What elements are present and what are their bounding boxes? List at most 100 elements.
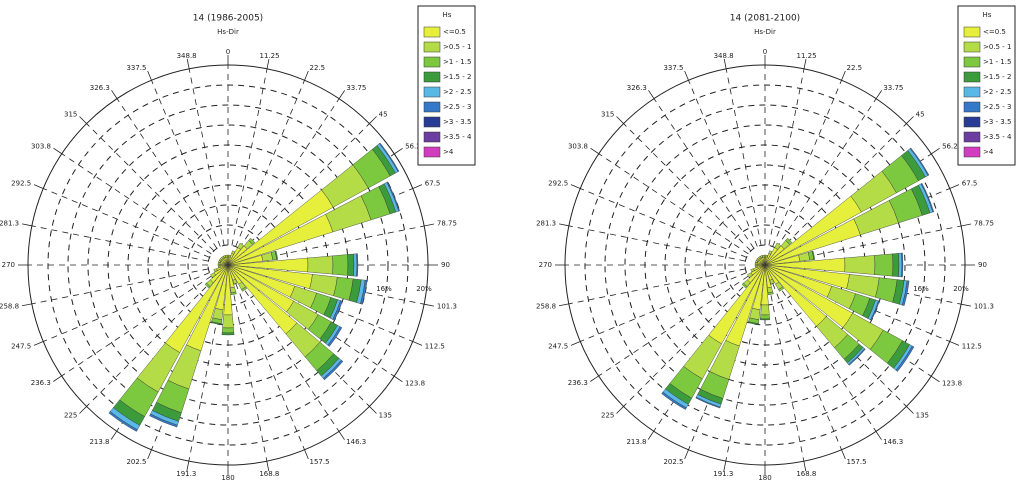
direction-label: 112.5 xyxy=(962,343,982,351)
direction-label: 0 xyxy=(226,48,230,56)
grid-ring xyxy=(87,124,369,406)
spoke xyxy=(43,272,210,342)
direction-tick xyxy=(590,375,599,382)
rose-segment xyxy=(750,268,755,273)
direction-tick xyxy=(949,341,960,346)
legend-label: >1.5 - 2 xyxy=(983,73,1011,81)
rose-segment xyxy=(360,279,368,305)
direction-label: 236.3 xyxy=(31,379,51,387)
rose-segment xyxy=(332,254,349,276)
legend-label: >2.5 - 3 xyxy=(443,103,471,111)
spoke xyxy=(31,268,209,305)
direction-label: 0 xyxy=(763,48,767,56)
chart-title: 14 (2081-2100) xyxy=(730,14,800,24)
direction-tick xyxy=(111,90,118,99)
rose-segment xyxy=(213,268,218,273)
direction-tick xyxy=(558,303,569,307)
rose-segment xyxy=(755,258,760,262)
direction-tick xyxy=(33,341,44,346)
chart-subtitle: Hs-Dir xyxy=(217,28,239,36)
direction-tick xyxy=(393,375,403,383)
rose-segment xyxy=(204,282,211,289)
direction-label: 112.5 xyxy=(425,343,445,351)
rose-segment xyxy=(661,391,687,410)
rose-segment xyxy=(754,261,758,265)
legend-label: >3 - 3.5 xyxy=(983,118,1011,126)
direction-label: 45 xyxy=(379,110,388,118)
legend-label: >2.5 - 3 xyxy=(983,103,1011,111)
legend-label: >3.5 - 4 xyxy=(443,133,472,141)
direction-label: 270 xyxy=(539,261,552,269)
radial-tick-label: 16% xyxy=(376,285,392,293)
direction-tick xyxy=(186,58,190,69)
rose-segment xyxy=(909,147,930,176)
direction-label: 258.8 xyxy=(536,302,556,310)
rose-segment xyxy=(217,263,221,267)
legend-swatch xyxy=(963,26,981,38)
rose-segment xyxy=(749,307,761,320)
rose-segment xyxy=(757,257,761,261)
direction-label: 348.8 xyxy=(714,52,734,60)
direction-label: 67.5 xyxy=(962,179,978,187)
spoke xyxy=(568,225,746,262)
spoke xyxy=(231,68,268,246)
rose-segment xyxy=(870,300,880,321)
rose-segment xyxy=(769,278,775,285)
direction-label: 337.5 xyxy=(663,64,683,72)
direction-label: 180 xyxy=(221,474,234,482)
legend-label: >1 - 1.5 xyxy=(983,58,1011,66)
direction-label: 213.8 xyxy=(89,438,109,446)
legend-label: >0.5 - 1 xyxy=(443,43,471,51)
direction-label: 146.3 xyxy=(346,438,366,446)
rose-segment xyxy=(218,258,223,262)
spoke xyxy=(238,281,340,432)
rose-segment xyxy=(767,291,774,296)
legend-label: >3 - 3.5 xyxy=(443,118,471,126)
spoke xyxy=(238,98,340,249)
direction-tick xyxy=(684,70,689,81)
direction-label: 348.8 xyxy=(177,52,197,60)
spoke xyxy=(772,283,842,450)
direction-tick xyxy=(723,461,727,472)
spoke xyxy=(31,225,209,262)
direction-tick xyxy=(424,303,435,307)
rose-segment xyxy=(892,253,900,277)
direction-tick xyxy=(931,147,940,155)
rose-segment xyxy=(920,183,935,213)
spoke xyxy=(598,275,749,377)
rose-segment xyxy=(228,254,232,258)
radial-tick-label: 20% xyxy=(416,285,432,293)
spoke xyxy=(775,281,877,432)
direction-tick xyxy=(79,116,87,124)
legend-swatch xyxy=(423,26,441,38)
direction-label: 281.3 xyxy=(0,219,19,227)
rose-segment xyxy=(210,321,222,325)
direction-tick xyxy=(949,184,960,189)
legend-label: >1.5 - 2 xyxy=(443,73,471,81)
rose-segment xyxy=(759,318,771,321)
rose-segment xyxy=(758,255,762,260)
rose-segment xyxy=(895,345,915,372)
direction-tick xyxy=(961,303,972,307)
direction-tick xyxy=(648,90,655,99)
rose-segment xyxy=(356,253,359,277)
legend-swatch xyxy=(423,101,441,113)
rose-segment xyxy=(754,265,758,269)
legend-title: Hs xyxy=(983,11,992,19)
chart-title: 14 (1986-2005) xyxy=(193,14,263,24)
direction-tick xyxy=(338,90,346,99)
legend-label: >0.5 - 1 xyxy=(983,43,1011,51)
rose-segment xyxy=(747,321,759,325)
rose-segment xyxy=(353,253,358,277)
spoke xyxy=(61,275,212,377)
direction-label: 123.8 xyxy=(942,379,962,387)
spoke xyxy=(188,284,225,462)
direction-label: 45 xyxy=(916,110,925,118)
spoke xyxy=(241,123,370,252)
rose-segment xyxy=(221,332,235,336)
direction-tick xyxy=(723,58,727,69)
direction-label: 191.3 xyxy=(713,470,733,478)
spoke xyxy=(623,278,752,407)
rose-segment xyxy=(218,260,222,263)
direction-tick xyxy=(590,147,600,155)
